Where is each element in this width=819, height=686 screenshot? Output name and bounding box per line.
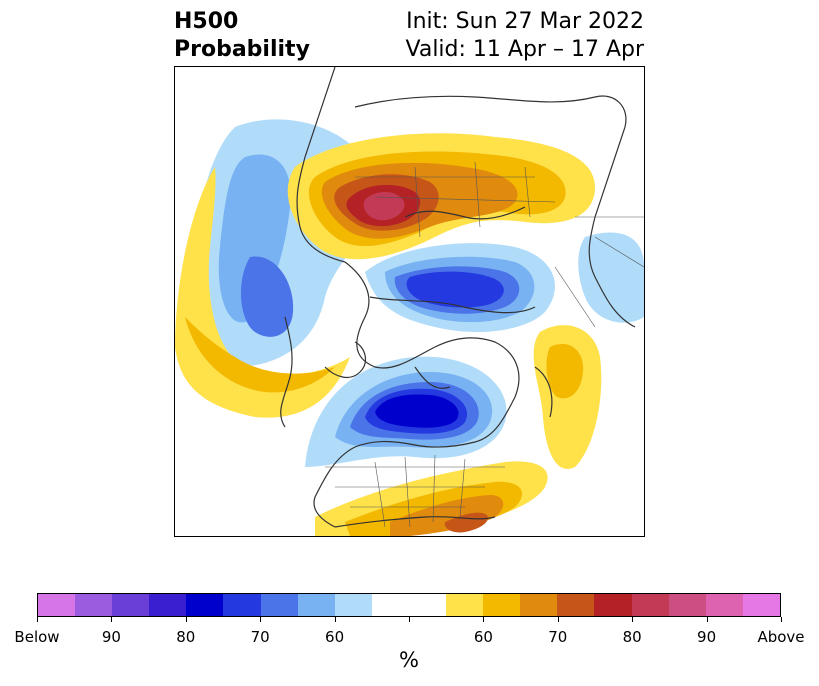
colorbar-tick-label: 90 bbox=[101, 628, 121, 646]
anomaly-gulf-mid2 bbox=[390, 495, 504, 536]
colorbar-swatch bbox=[75, 594, 113, 616]
colorbar-swatch bbox=[631, 594, 669, 616]
colorbar-tick-label: 70 bbox=[250, 628, 270, 646]
colorbar-swatch bbox=[483, 594, 521, 616]
colorbar-swatch bbox=[186, 594, 224, 616]
colorbar-tick-label: 90 bbox=[697, 628, 717, 646]
map-canvas bbox=[175, 67, 644, 536]
colorbar-tick-mark bbox=[706, 617, 708, 622]
colorbar-tick-label: 70 bbox=[548, 628, 568, 646]
colorbar-tick-mark bbox=[409, 617, 410, 622]
coastlines bbox=[280, 67, 636, 528]
colorbar-tick-mark bbox=[781, 617, 782, 622]
anomaly-gulf-inner bbox=[444, 512, 488, 533]
colorbar-tick-mark bbox=[632, 617, 634, 622]
colorbar bbox=[37, 593, 781, 617]
colorbar-unit: % bbox=[399, 648, 419, 672]
colorbar-tick-mark bbox=[37, 617, 38, 622]
anomaly-canada-core bbox=[375, 394, 459, 428]
colorbar-swatch bbox=[112, 594, 150, 616]
colorbar-tick-label: Below bbox=[14, 628, 60, 646]
colorbar-tick-label: 60 bbox=[473, 628, 493, 646]
title-left: H500 Probability bbox=[174, 8, 310, 64]
colorbar-tick-mark bbox=[557, 617, 559, 622]
colorbar-swatch bbox=[594, 594, 632, 616]
anomaly-north-pacific-inner bbox=[546, 343, 584, 399]
anomaly-siberia-inner bbox=[406, 271, 504, 308]
colorbar-swatch bbox=[408, 594, 447, 616]
colorbar-tick-mark bbox=[334, 617, 336, 622]
colorbar-swatch bbox=[668, 594, 706, 616]
anomaly-west-band-inner bbox=[185, 317, 335, 393]
anomaly-europe-peak bbox=[363, 191, 405, 221]
probability-map bbox=[174, 66, 645, 537]
colorbar-swatch bbox=[334, 594, 372, 616]
colorbar-swatch bbox=[446, 594, 484, 616]
colorbar-tick-mark bbox=[483, 617, 485, 622]
colorbar-swatch bbox=[149, 594, 187, 616]
colorbar-tick-label: 60 bbox=[325, 628, 345, 646]
colorbar-tick-label: 80 bbox=[176, 628, 196, 646]
colorbar-tick-label: Above bbox=[757, 628, 805, 646]
colorbar-tick-mark bbox=[111, 617, 113, 622]
field-label: H500 bbox=[174, 9, 239, 34]
colorbar-tick-mark bbox=[185, 617, 187, 622]
colorbar-swatch bbox=[38, 594, 76, 616]
borders bbox=[325, 161, 644, 528]
anomaly-north-atlantic-inner bbox=[240, 256, 294, 337]
valid-range: Valid: 11 Apr – 17 Apr bbox=[405, 37, 645, 62]
colorbar-swatch bbox=[742, 594, 780, 616]
anomaly-east-asia bbox=[578, 232, 644, 323]
colorbar-swatch bbox=[557, 594, 595, 616]
colorbar-swatch bbox=[297, 594, 335, 616]
colorbar-tick-label: 80 bbox=[622, 628, 642, 646]
colorbar-swatch bbox=[223, 594, 261, 616]
colorbar-swatch bbox=[520, 594, 558, 616]
colorbar-swatch bbox=[371, 594, 409, 616]
init-date: Init: Sun 27 Mar 2022 bbox=[406, 9, 644, 34]
product-label: Probability bbox=[174, 37, 310, 62]
colorbar-swatch bbox=[260, 594, 298, 616]
colorbar-tick-mark bbox=[260, 617, 262, 622]
title-right: Init: Sun 27 Mar 2022 Valid: 11 Apr – 17… bbox=[406, 8, 645, 64]
colorbar-swatch bbox=[705, 594, 743, 616]
